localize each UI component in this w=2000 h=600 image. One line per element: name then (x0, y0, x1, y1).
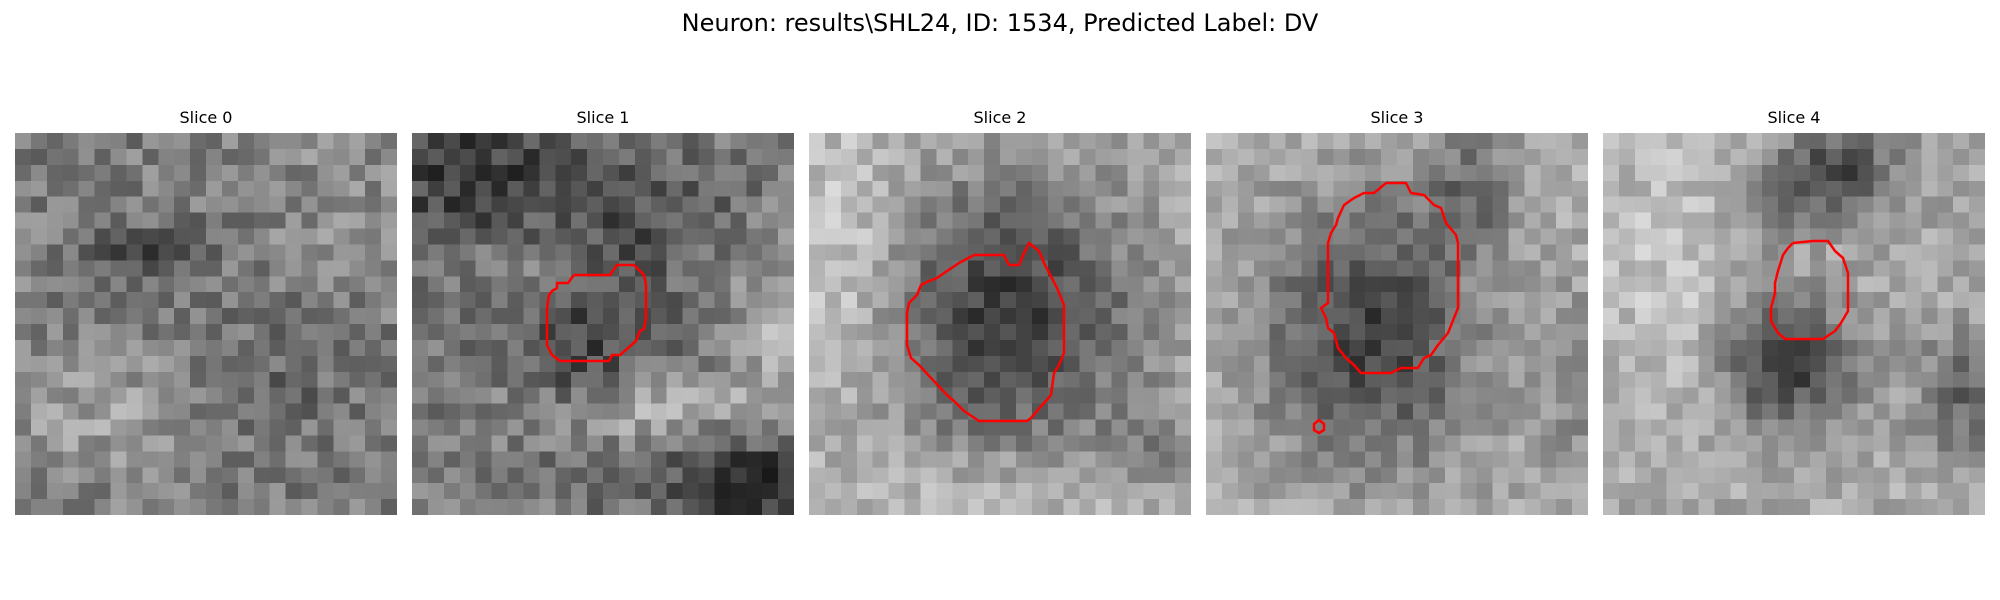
figure-title: Neuron: results\SHL24, ID: 1534, Predict… (681, 9, 1319, 37)
slice-panel-0: Slice 0 (15, 108, 397, 515)
slice-image (412, 133, 794, 515)
grayscale-image (809, 133, 1191, 515)
grayscale-image (1206, 133, 1588, 515)
grayscale-image (1603, 133, 1985, 515)
slice-title: Slice 4 (1767, 108, 1821, 127)
slice-image (15, 133, 397, 515)
segmentation-contour (905, 241, 1066, 423)
slice-panel-4: Slice 4 (1603, 108, 1985, 515)
slice-title: Slice 3 (1370, 108, 1424, 127)
slice-image (1603, 133, 1985, 515)
slice-title: Slice 0 (179, 108, 233, 127)
contour-line (545, 263, 648, 363)
slice-panel-3: Slice 3 (1206, 108, 1588, 515)
grayscale-image (412, 133, 794, 515)
contour-line (905, 241, 1066, 423)
segmentation-contour (1769, 239, 1850, 341)
contour-dot (1312, 418, 1326, 435)
slice-title: Slice 1 (576, 108, 630, 127)
slice-image (1206, 133, 1588, 515)
contour-line (1319, 181, 1460, 375)
segmentation-contour (545, 263, 648, 363)
grayscale-image (15, 133, 397, 515)
slice-image (809, 133, 1191, 515)
contour-line (1769, 239, 1850, 341)
segmentation-contour (1312, 181, 1460, 435)
slice-title: Slice 2 (973, 108, 1027, 127)
slice-panel-1: Slice 1 (412, 108, 794, 515)
slice-panel-2: Slice 2 (809, 108, 1191, 515)
